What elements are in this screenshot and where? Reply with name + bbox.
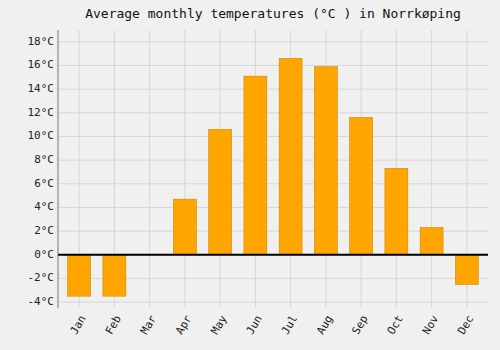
grid <box>58 30 488 308</box>
bar <box>103 255 126 296</box>
x-tick-label: Oct <box>385 313 406 337</box>
y-grid-line <box>58 136 488 137</box>
bars <box>68 58 479 296</box>
bar <box>279 58 302 254</box>
y-grid-line <box>58 112 488 113</box>
y-axis-line <box>58 30 59 308</box>
y-grid-line <box>58 160 488 161</box>
y-tick-label: 10°C <box>28 129 55 142</box>
y-tick-label: 0°C <box>34 248 54 261</box>
chart: -4°C -2°C 0°C 2°C 4°C 6°C 8°C 10°C 12°C 14°C 16°C 1… <box>0 0 500 350</box>
x-tick-label: Dec <box>455 313 476 337</box>
x-tick-label: Mar <box>138 313 159 337</box>
x-tick-label: Jun <box>244 313 265 337</box>
bar <box>455 255 478 285</box>
y-tick-label: -2°C <box>28 271 55 284</box>
bar <box>350 118 373 255</box>
y-tick-label: 4°C <box>34 200 54 213</box>
y-grid-line <box>58 89 488 90</box>
x-grid-line <box>431 30 432 308</box>
bar <box>244 76 267 255</box>
y-grid-line <box>58 302 488 303</box>
y-grid-line <box>58 41 488 42</box>
bar <box>385 168 408 254</box>
bar <box>173 199 196 255</box>
background <box>0 0 500 350</box>
zero-line <box>58 254 488 256</box>
x-tick-label: Sep <box>349 313 370 337</box>
x-tick-label: Jan <box>67 313 88 337</box>
y-tick-label: 14°C <box>28 82 55 95</box>
y-grid-line <box>58 254 488 255</box>
x-tick-label: May <box>208 313 229 337</box>
title: Average monthly temperatures (°C ) in No… <box>85 6 461 21</box>
bar <box>314 67 337 255</box>
x-tick-label: Feb <box>103 313 124 337</box>
y-tick-label: 16°C <box>28 58 55 71</box>
x-grid-line <box>184 30 185 308</box>
y-tick-label: -4°C <box>28 295 55 308</box>
y-tick-label: 8°C <box>34 153 54 166</box>
x-tick-label: Nov <box>420 313 441 337</box>
bar <box>209 129 232 254</box>
bar <box>68 255 91 296</box>
x-tick-label: Apr <box>173 313 194 337</box>
y-tick-label: 2°C <box>34 224 54 237</box>
bar <box>420 228 443 255</box>
y-tick-label: 12°C <box>28 106 55 119</box>
y-tick-label: 18°C <box>28 35 55 48</box>
y-grid-line <box>58 65 488 66</box>
x-grid-line <box>149 30 150 308</box>
y-grid-line <box>58 183 488 184</box>
y-tick-label: 6°C <box>34 177 54 190</box>
x-tick-label: Aug <box>314 313 335 337</box>
x-tick-label: Jul <box>279 313 300 337</box>
y-grid-line <box>58 207 488 208</box>
